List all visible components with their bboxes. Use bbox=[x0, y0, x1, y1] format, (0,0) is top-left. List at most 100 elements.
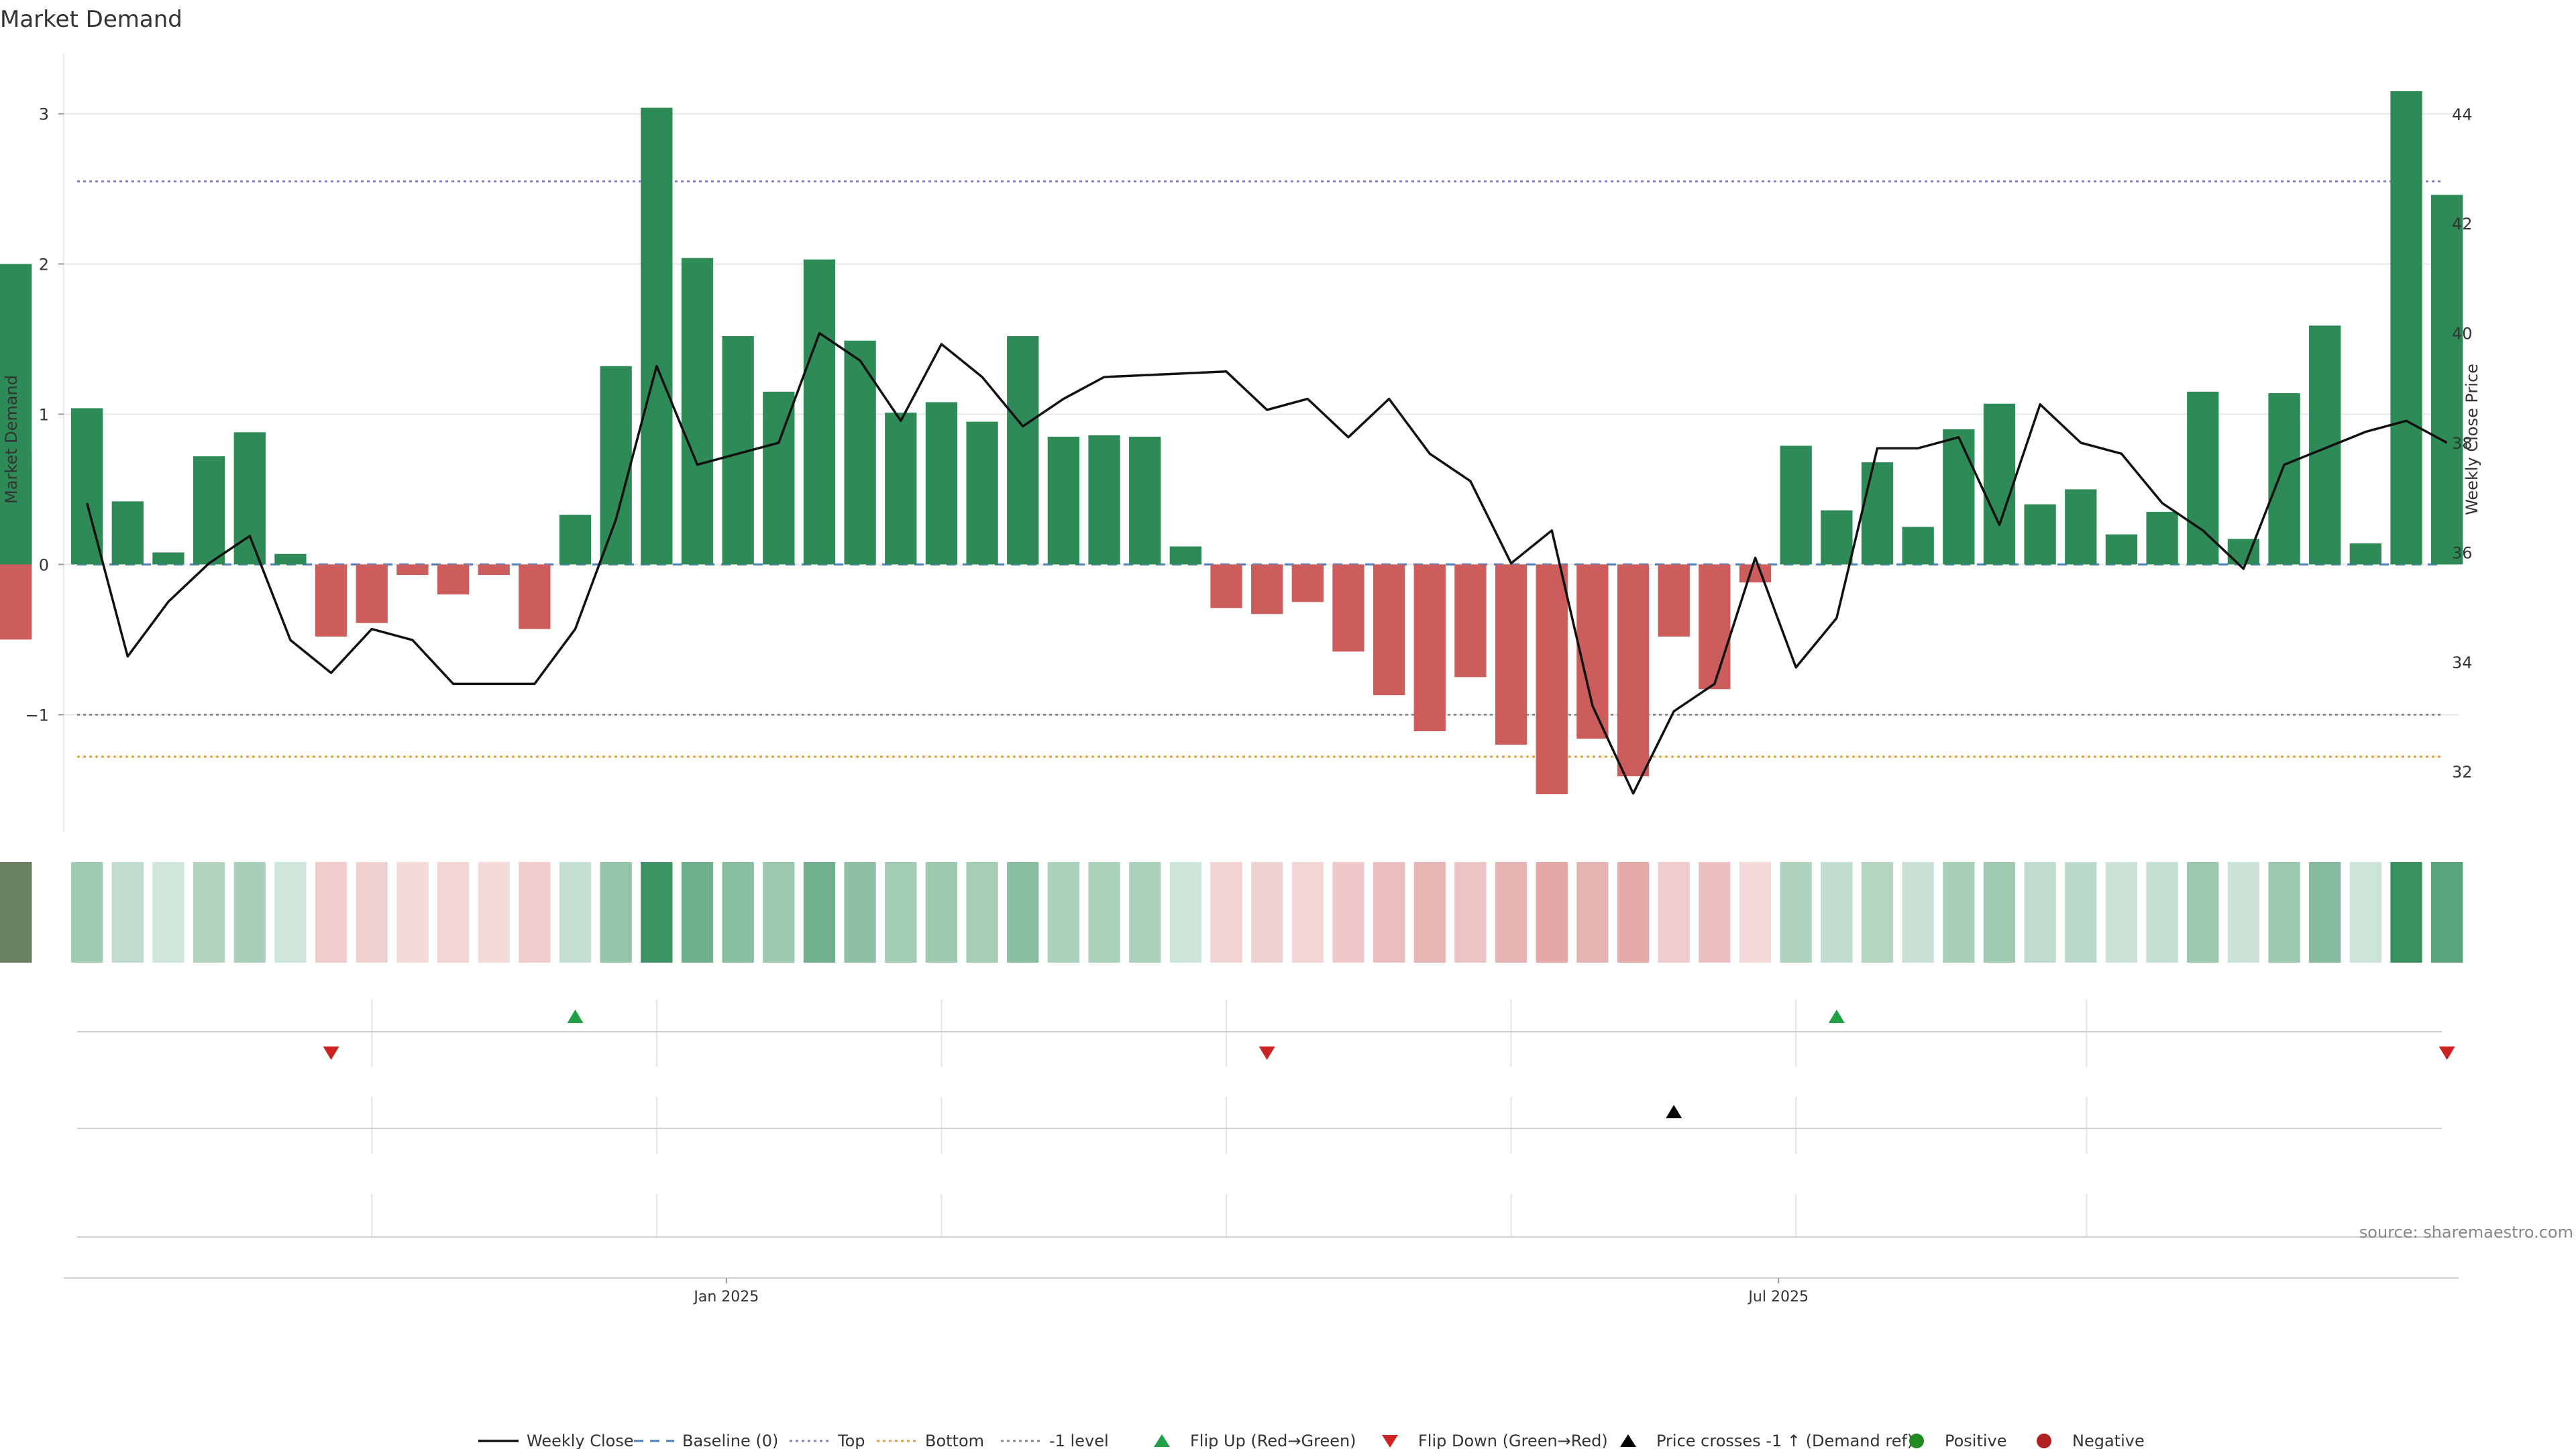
price-cross-marker bbox=[1666, 1105, 1682, 1118]
demand-bar bbox=[519, 564, 551, 629]
heat-cell bbox=[1007, 862, 1039, 963]
legend-label: Weekly Close bbox=[527, 1432, 634, 1449]
heat-cell bbox=[1088, 862, 1120, 963]
y-tick-label: −1 bbox=[25, 706, 49, 724]
heat-cell bbox=[111, 862, 144, 963]
legend-swatch-triangle-up bbox=[1620, 1434, 1636, 1447]
chart-title: Market Demand bbox=[0, 6, 182, 33]
demand-bar bbox=[885, 413, 917, 565]
demand-bar bbox=[1373, 564, 1405, 696]
heat-cell bbox=[1983, 862, 2016, 963]
heat-cell bbox=[641, 862, 673, 963]
heat-cell bbox=[2065, 862, 2097, 963]
heat-cell bbox=[2431, 862, 2463, 963]
demand-bar bbox=[437, 564, 470, 595]
y2-tick-label: 32 bbox=[2452, 763, 2473, 782]
flip-up-marker bbox=[1828, 1010, 1845, 1023]
legend-item: Bottom bbox=[877, 1432, 984, 1449]
demand-bar bbox=[2146, 512, 2178, 565]
x-tick-label: Jul 2025 bbox=[1747, 1289, 1809, 1305]
demand-bar bbox=[803, 259, 836, 565]
y-tick-label: 1 bbox=[39, 405, 49, 424]
y2-tick-label: 40 bbox=[2452, 325, 2473, 343]
grid-lines bbox=[64, 113, 2459, 716]
demand-bar bbox=[1576, 564, 1609, 739]
heat-cell bbox=[1251, 862, 1283, 963]
demand-bar bbox=[1699, 564, 1731, 690]
heat-cell bbox=[925, 862, 958, 963]
heat-cell bbox=[2309, 862, 2341, 963]
demand-bar bbox=[2390, 91, 2422, 565]
heat-cell bbox=[2024, 862, 2056, 963]
heat-cell bbox=[1658, 862, 1690, 963]
demand-bar bbox=[1861, 462, 1894, 565]
demand-bar bbox=[1007, 336, 1039, 565]
source-annotation: source: sharemaestro.com bbox=[2359, 1223, 2573, 1242]
demand-bar bbox=[1088, 435, 1120, 565]
legend-item: Positive bbox=[1909, 1432, 2007, 1449]
heat-cell bbox=[559, 862, 592, 963]
heat-cell bbox=[681, 862, 714, 963]
legend-item: Weekly Close bbox=[478, 1432, 634, 1449]
demand-bar bbox=[1943, 429, 1975, 565]
legend-label: Bottom bbox=[925, 1432, 984, 1449]
demand-bar bbox=[1780, 445, 1812, 565]
legend-item: -1 level bbox=[1001, 1432, 1109, 1449]
heat-cell bbox=[763, 862, 795, 963]
demand-bar bbox=[1536, 564, 1568, 795]
heat-cell bbox=[193, 862, 225, 963]
weekly-close-line bbox=[86, 331, 2448, 795]
heat-cell bbox=[0, 862, 32, 963]
heat-cell bbox=[356, 862, 388, 963]
demand-bar bbox=[2105, 534, 2138, 565]
heat-cell bbox=[1332, 862, 1364, 963]
heat-cell bbox=[722, 862, 754, 963]
heat-cell bbox=[1943, 862, 1975, 963]
demand-bar bbox=[2024, 504, 2056, 565]
demand-bar bbox=[478, 564, 510, 576]
heat-cell bbox=[1291, 862, 1324, 963]
flip-down-marker bbox=[323, 1046, 339, 1060]
heat-cell bbox=[437, 862, 470, 963]
heat-cell bbox=[1902, 862, 1934, 963]
heat-cell bbox=[1210, 862, 1242, 963]
heat-cell bbox=[519, 862, 551, 963]
heat-cell bbox=[0, 862, 32, 963]
legend: Weekly Close Baseline (0) Top Bottom -1 leve… bbox=[478, 1432, 2145, 1449]
demand-bar bbox=[1129, 437, 1161, 565]
heat-cell bbox=[71, 862, 103, 963]
demand-bar bbox=[1291, 564, 1324, 602]
x-axis: Jan 2025 Jul 2025 bbox=[692, 1278, 1809, 1305]
legend-label: Negative bbox=[2072, 1432, 2145, 1449]
heat-cell bbox=[2390, 862, 2422, 963]
legend-swatch-triangle-up bbox=[1154, 1434, 1170, 1447]
y2-tick-label: 38 bbox=[2452, 434, 2473, 453]
heat-cell bbox=[966, 862, 998, 963]
heat-cell bbox=[0, 862, 32, 963]
y2-tick-label: 42 bbox=[2452, 215, 2473, 233]
legend-label: Flip Up (Red→Green) bbox=[1190, 1432, 1356, 1449]
demand-bar bbox=[1902, 527, 1934, 565]
demand-bar bbox=[0, 564, 32, 640]
heat-cell bbox=[1861, 862, 1894, 963]
demand-bar bbox=[1739, 564, 1772, 583]
event-markers bbox=[64, 1000, 2459, 1279]
demand-bar bbox=[152, 552, 184, 565]
heat-cell bbox=[2349, 862, 2382, 963]
demand-bar bbox=[111, 501, 144, 565]
demand-bar bbox=[844, 340, 876, 565]
heat-cell bbox=[152, 862, 184, 963]
flip-down-marker bbox=[2438, 1046, 2455, 1060]
legend-item: Negative bbox=[2037, 1432, 2145, 1449]
heat-cell bbox=[1413, 862, 1446, 963]
legend-item: Top bbox=[790, 1432, 865, 1449]
reference-lines bbox=[77, 180, 2442, 758]
legend-item: Flip Down (Green→Red) bbox=[1382, 1432, 1608, 1449]
heat-cell bbox=[2187, 862, 2219, 963]
demand-bar bbox=[1210, 564, 1242, 608]
legend-item: Price crosses -1 ↑ (Demand ref) bbox=[1620, 1432, 1913, 1449]
y2-tick-label: 34 bbox=[2452, 653, 2473, 672]
y2-axis-label: Weekly Close Price bbox=[2463, 364, 2481, 515]
demand-bar bbox=[1821, 510, 1853, 565]
heat-cell bbox=[0, 862, 32, 963]
